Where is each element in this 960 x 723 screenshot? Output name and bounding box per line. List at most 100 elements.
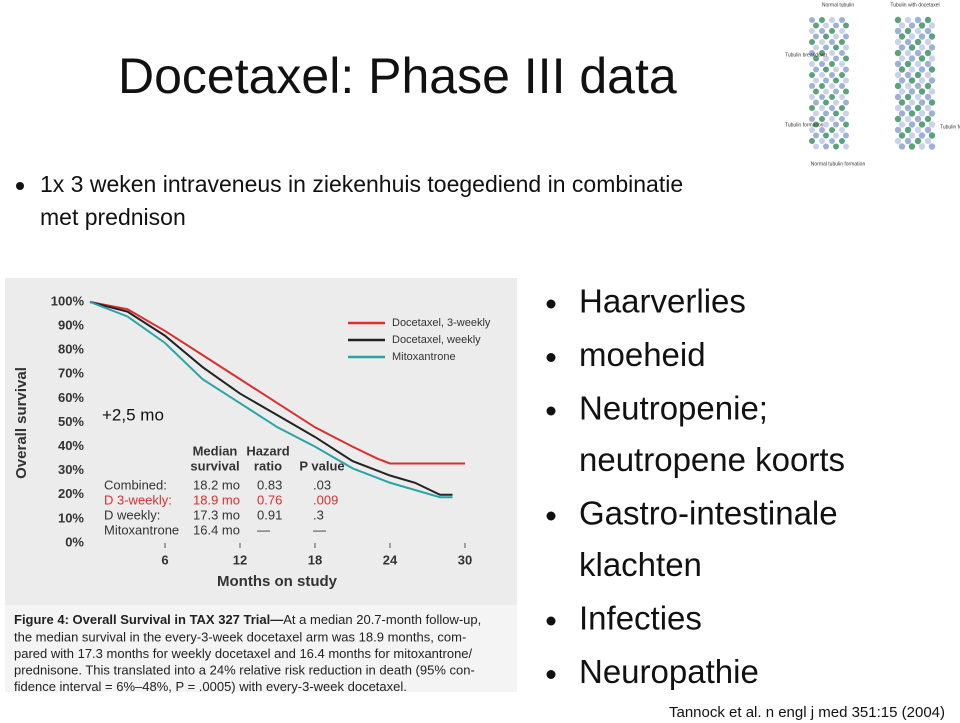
table-header: survival — [190, 458, 239, 473]
tubulin-bead — [839, 127, 845, 133]
table-cell: 16.4 mo — [193, 522, 240, 537]
tubulin-bead — [928, 121, 936, 128]
tubulin-bead — [843, 22, 849, 29]
tubulin-bead — [843, 132, 849, 139]
tubulin-bead — [813, 121, 819, 128]
table-cell: .03 — [313, 477, 331, 492]
tubulin-bead — [928, 99, 936, 106]
tubulin-bead — [928, 143, 936, 150]
intro-text: met prednison — [40, 204, 186, 230]
tubulin-bead — [908, 88, 916, 95]
table-cell: — — [257, 522, 270, 537]
tubulin-bead — [813, 110, 819, 117]
tubulin-bead — [829, 138, 835, 144]
tubulin-bead — [819, 94, 825, 100]
illustration-label: Normal tubulin formation — [811, 161, 866, 167]
bullet-text: Infecties — [579, 600, 702, 637]
caption-text: pared with 17.3 months for weekly doceta… — [14, 646, 473, 661]
tubulin-bead — [918, 33, 926, 40]
tubulin-bead — [843, 55, 849, 62]
tubulin-bead — [823, 143, 829, 150]
y-tick-label: 50% — [58, 414, 84, 429]
tubulin-bead — [894, 27, 902, 35]
tubulin-bead — [924, 115, 932, 123]
table-header: ratio — [254, 458, 282, 473]
survival-line — [89, 301, 453, 499]
tubulin-bead — [918, 99, 926, 106]
bullet-text: Neuropathie — [579, 653, 759, 690]
tubulin-bead — [839, 50, 845, 56]
table-cell: .3 — [313, 507, 324, 522]
tubulin-bead — [908, 110, 916, 117]
tubulin-bead — [928, 22, 936, 29]
x-tick-label: 12 — [233, 552, 247, 567]
tubulin-bead — [928, 55, 936, 62]
tubulin-bead — [904, 137, 912, 145]
tubulin-bead — [928, 88, 936, 95]
x-axis-label: Months on study — [217, 573, 338, 590]
table-header: P value — [299, 458, 344, 473]
tubulin-bead — [823, 88, 829, 95]
caption-text: At a median 20.7-month follow-up, — [283, 612, 481, 627]
tubulin-bead — [908, 44, 916, 51]
table-cell: 0.76 — [257, 492, 282, 507]
tubulin-bead — [914, 137, 922, 145]
tubulin-bead — [908, 22, 916, 29]
y-axis-label: Overall survival — [13, 367, 30, 479]
tubulin-bead — [839, 39, 845, 45]
tubulin-bead — [904, 38, 912, 46]
tubulin-bead — [813, 33, 819, 40]
table-cell: 18.9 mo — [193, 492, 240, 507]
tubulin-bead — [894, 115, 902, 123]
tubulin-bead — [823, 110, 829, 117]
tubulin-bead — [894, 82, 902, 90]
tubulin-bead — [823, 22, 829, 29]
tubulin-bead — [924, 38, 932, 46]
x-tick-label: 6 — [161, 552, 168, 567]
tubulin-bead — [914, 49, 922, 57]
tubulin-bead — [813, 99, 819, 106]
tubulin-bead — [843, 66, 849, 73]
x-tick-label: 18 — [308, 552, 322, 567]
tubulin-bead — [833, 110, 839, 117]
tubulin-bead — [809, 105, 815, 111]
tubulin-bead — [829, 61, 835, 67]
tubulin-bead — [898, 55, 906, 62]
tubulin-bead — [809, 83, 815, 89]
tubulin-bead — [904, 115, 912, 123]
tubulin-bead — [928, 132, 936, 139]
tubulin-bead — [833, 22, 839, 29]
tubulin-bead — [813, 143, 819, 150]
tubulin-bead — [843, 33, 849, 40]
tubulin-bead — [894, 93, 902, 101]
tubulin-bead — [823, 77, 829, 84]
tubulin-bead — [819, 72, 825, 78]
tubulin-bead — [918, 121, 926, 128]
tubulin-bead — [839, 94, 845, 100]
y-tick-label: 80% — [58, 342, 84, 357]
tubulin-bead — [809, 94, 815, 100]
bullet-dot — [546, 511, 556, 521]
tubulin-bead — [894, 126, 902, 134]
bullet-text: klachten — [579, 546, 702, 583]
y-tick-label: 30% — [58, 462, 84, 477]
tubulin-bead — [914, 93, 922, 101]
survival-line — [89, 301, 453, 496]
tubulin-bead — [819, 17, 825, 23]
tubulin-bead — [813, 44, 819, 51]
tubulin-bead — [924, 16, 932, 24]
legend-label: Docetaxel, weekly — [392, 334, 481, 346]
tubulin-bead — [839, 83, 845, 89]
tubulin-bead — [924, 27, 932, 35]
caption: Figure 4: Overall Survival in TAX 327 Tr… — [14, 612, 481, 627]
caption-text: the median survival in the every-3-week … — [14, 629, 466, 644]
tubulin-bead — [894, 49, 902, 57]
tubulin-bead — [819, 61, 825, 67]
table-cell: .009 — [313, 492, 338, 507]
tubulin-bead — [819, 50, 825, 56]
tubulin-bead — [839, 28, 845, 34]
tubulin-bead — [928, 33, 936, 40]
tubulin-bead — [843, 99, 849, 106]
tubulin-bead — [928, 110, 936, 117]
y-tick-label: 60% — [58, 390, 84, 405]
